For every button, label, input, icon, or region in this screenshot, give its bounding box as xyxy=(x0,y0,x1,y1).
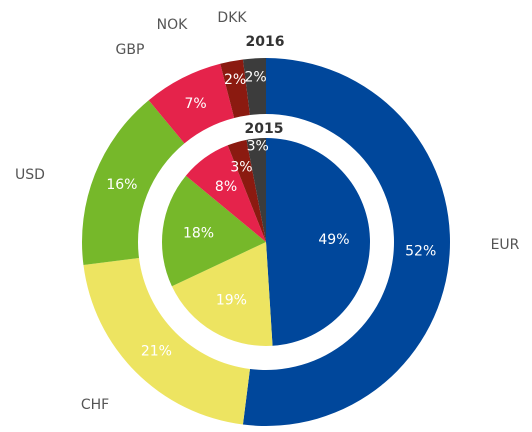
slice xyxy=(162,175,266,287)
slice xyxy=(242,58,266,116)
value-label: 8% xyxy=(215,179,237,195)
slice xyxy=(266,138,370,346)
slice xyxy=(227,139,266,242)
slice xyxy=(246,138,266,242)
category-label: USD xyxy=(15,167,45,183)
value-label: 2% xyxy=(245,69,267,85)
slice xyxy=(242,58,450,426)
series-label: 2016 xyxy=(246,34,285,50)
slice xyxy=(148,63,235,144)
category-label: NOK xyxy=(157,17,188,33)
value-label: 52% xyxy=(405,244,436,260)
category-label: GBP xyxy=(116,42,145,58)
category-label: DKK xyxy=(217,10,247,26)
slice xyxy=(171,242,273,346)
category-label: EUR xyxy=(491,237,520,253)
slice xyxy=(185,145,266,242)
value-label: 2% xyxy=(224,72,246,88)
value-label: 18% xyxy=(183,225,214,241)
series-label: 2015 xyxy=(245,121,284,137)
slice xyxy=(220,59,250,119)
value-label: 49% xyxy=(318,232,349,248)
slice xyxy=(82,100,185,266)
value-label: 21% xyxy=(141,344,172,360)
value-label: 7% xyxy=(185,96,207,112)
value-label: 16% xyxy=(106,177,137,193)
value-label: 19% xyxy=(216,293,247,309)
category-label: CHF xyxy=(81,397,109,413)
value-label: 3% xyxy=(230,159,252,175)
slice xyxy=(83,258,250,425)
value-label: 3% xyxy=(247,138,269,154)
